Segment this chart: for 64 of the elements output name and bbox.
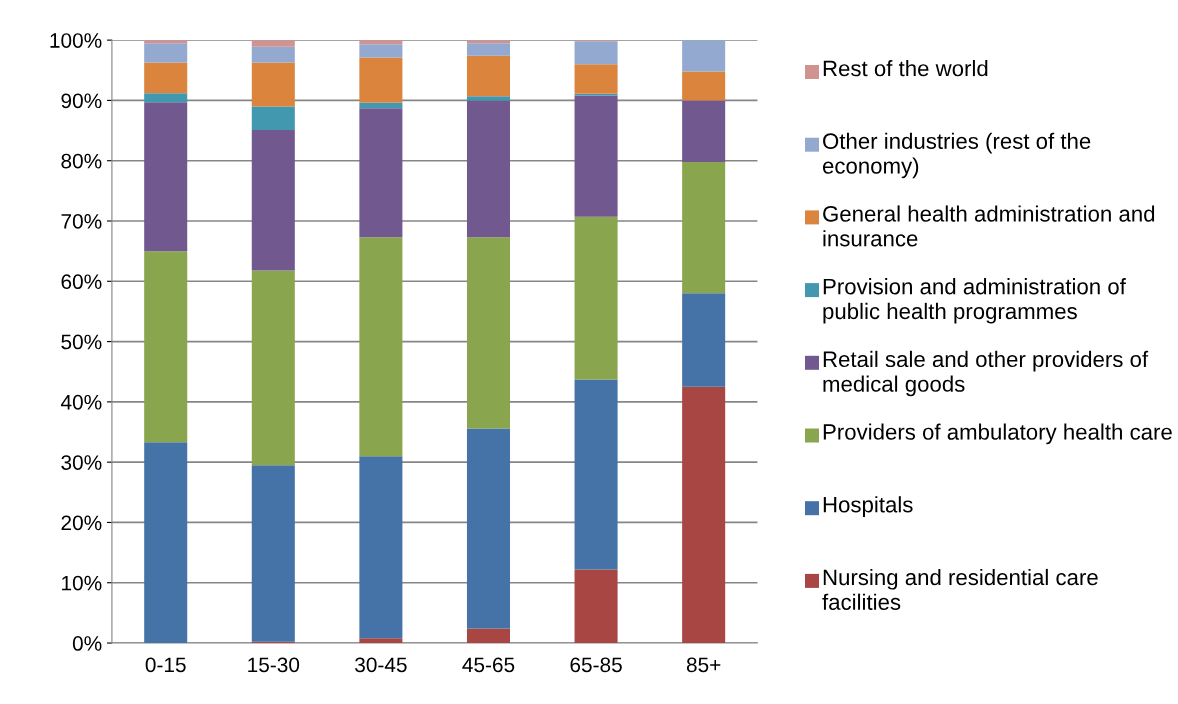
bar [251, 40, 295, 47]
bar [466, 237, 510, 429]
bar [682, 386, 726, 644]
bar [251, 270, 295, 466]
bar [251, 106, 295, 130]
bar [359, 57, 403, 103]
bar [466, 100, 510, 238]
bar [359, 44, 403, 58]
bar [144, 43, 188, 63]
bar [466, 55, 510, 97]
bar [574, 41, 618, 65]
bar [251, 62, 295, 107]
bar [359, 456, 403, 639]
bar [144, 102, 188, 252]
legend-label: Other industries (rest of the economy) [822, 132, 1091, 179]
legend-label: Provision and administration of public health programmes [823, 278, 1126, 324]
bar [144, 93, 188, 103]
bar [574, 95, 618, 217]
bar [359, 237, 403, 457]
legend-label: Rest of the world [823, 60, 988, 77]
y-tick-label: 40% [60, 394, 102, 410]
bar [682, 161, 726, 294]
legend-label: Nursing and residential care facilities [822, 568, 1098, 610]
bar [359, 102, 403, 109]
y-tick-label: 80% [61, 153, 102, 169]
bar [466, 43, 510, 56]
y-tick-label: 20% [61, 515, 102, 531]
bar [251, 129, 295, 271]
x-tick-label: 30-45 [355, 657, 407, 673]
bar [144, 442, 188, 644]
legend-label: Providers of ambulatory health care [823, 423, 1172, 445]
x-tick-label: 45-65 [462, 657, 515, 673]
bar [144, 251, 188, 443]
bar [251, 46, 295, 63]
bar [682, 71, 726, 101]
legend-label: Retail sale and other providers of medical goods [823, 350, 1149, 397]
x-tick-label: 65-85 [570, 657, 622, 673]
x-tick-label: 15-30 [248, 657, 300, 673]
x-tick-label: 0-15 [145, 657, 186, 673]
bar [359, 108, 403, 238]
bar [574, 379, 618, 570]
y-tick-label: 60% [61, 274, 102, 290]
y-tick-label: 0% [72, 636, 102, 651]
y-tick-label: 50% [61, 334, 102, 350]
bar [466, 96, 510, 101]
y-tick-label: 30% [61, 455, 102, 470]
legend-label: General health administration and insurance [823, 205, 1155, 247]
bar [682, 293, 726, 387]
x-tick-label: 85+ [686, 657, 721, 673]
legend-label: Hospitals [823, 496, 913, 517]
bar [682, 40, 726, 72]
bar [574, 569, 618, 644]
bar [574, 216, 618, 380]
bar [574, 64, 618, 94]
bar [466, 428, 510, 629]
y-tick-label: 10% [62, 575, 102, 591]
bar [359, 638, 403, 644]
y-tick-label: 100% [50, 33, 102, 48]
bar [466, 628, 510, 644]
bar [682, 100, 726, 162]
y-tick-label: 70% [61, 214, 102, 229]
y-tick-label: 90% [61, 93, 102, 109]
bar [251, 465, 295, 642]
bar [144, 62, 188, 94]
